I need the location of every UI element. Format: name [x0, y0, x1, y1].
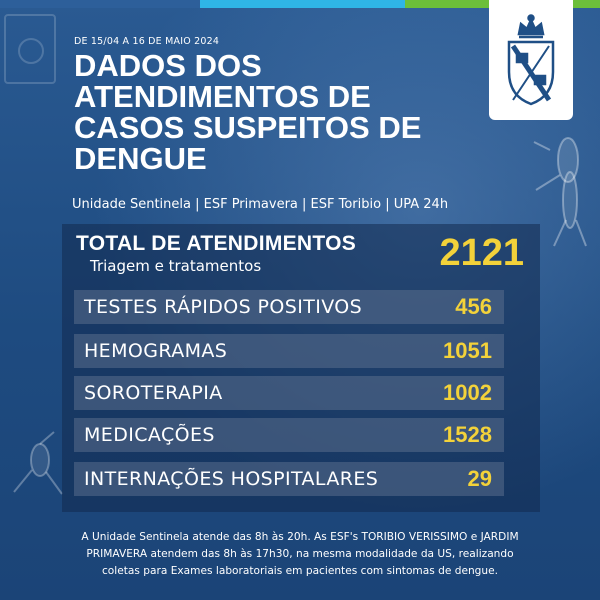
top-bar-segment: [200, 0, 405, 8]
stat-label: INTERNAÇÕES HOSPITALARES: [84, 468, 379, 490]
stat-row: SOROTERAPIA 1002: [74, 376, 504, 410]
stat-value: 1002: [443, 380, 492, 405]
footer-note: A Unidade Sentinela atende das 8h às 20h…: [20, 529, 580, 580]
footer-line: coletas para Exames laboratoriais em pac…: [101, 565, 499, 577]
stat-row: INTERNAÇÕES HOSPITALARES 29: [74, 462, 504, 496]
footer-line: A Unidade Sentinela atende das 8h às 20h…: [81, 531, 519, 543]
mosquito-icon: [13, 431, 63, 495]
page-title: DADOS DOS ATENDIMENTOS DE CASOS SUSPEITO…: [74, 50, 434, 174]
stat-label: HEMOGRAMAS: [84, 340, 228, 362]
municipal-coat-of-arms-icon: [507, 14, 555, 106]
crosshair-icon: [4, 14, 56, 84]
total-sublabel: Triagem e tratamentos: [90, 257, 262, 275]
units-list: Unidade Sentinela | ESF Primavera | ESF …: [72, 197, 449, 212]
date-range: DE 15/04 A 16 DE MAIO 2024: [74, 36, 220, 47]
stat-value: 1051: [443, 338, 492, 363]
title-line: DADOS DOS: [74, 48, 262, 83]
stat-value: 29: [467, 466, 492, 491]
mosquito-icon: [533, 137, 587, 247]
stat-label: MEDICAÇÕES: [84, 424, 215, 446]
stat-label: SOROTERAPIA: [84, 382, 223, 404]
logo: [489, 0, 573, 120]
stat-value: 1528: [443, 422, 492, 447]
title-line: CASOS SUSPEITOS DE: [74, 110, 422, 145]
total-value: 2121: [439, 232, 524, 274]
stat-row: HEMOGRAMAS 1051: [74, 334, 504, 368]
stat-label: TESTES RÁPIDOS POSITIVOS: [84, 296, 363, 318]
title-line: ATENDIMENTOS DE: [74, 79, 371, 114]
stat-row: MEDICAÇÕES 1528: [74, 418, 504, 452]
footer-line: PRIMAVERA atendem das 8h às 17h30, na me…: [86, 548, 514, 560]
top-bar-segment: [0, 0, 200, 8]
total-label: TOTAL DE ATENDIMENTOS: [76, 232, 357, 255]
stat-value: 456: [455, 294, 492, 319]
stat-row: TESTES RÁPIDOS POSITIVOS 456: [74, 290, 504, 324]
title-line: DENGUE: [74, 141, 207, 176]
